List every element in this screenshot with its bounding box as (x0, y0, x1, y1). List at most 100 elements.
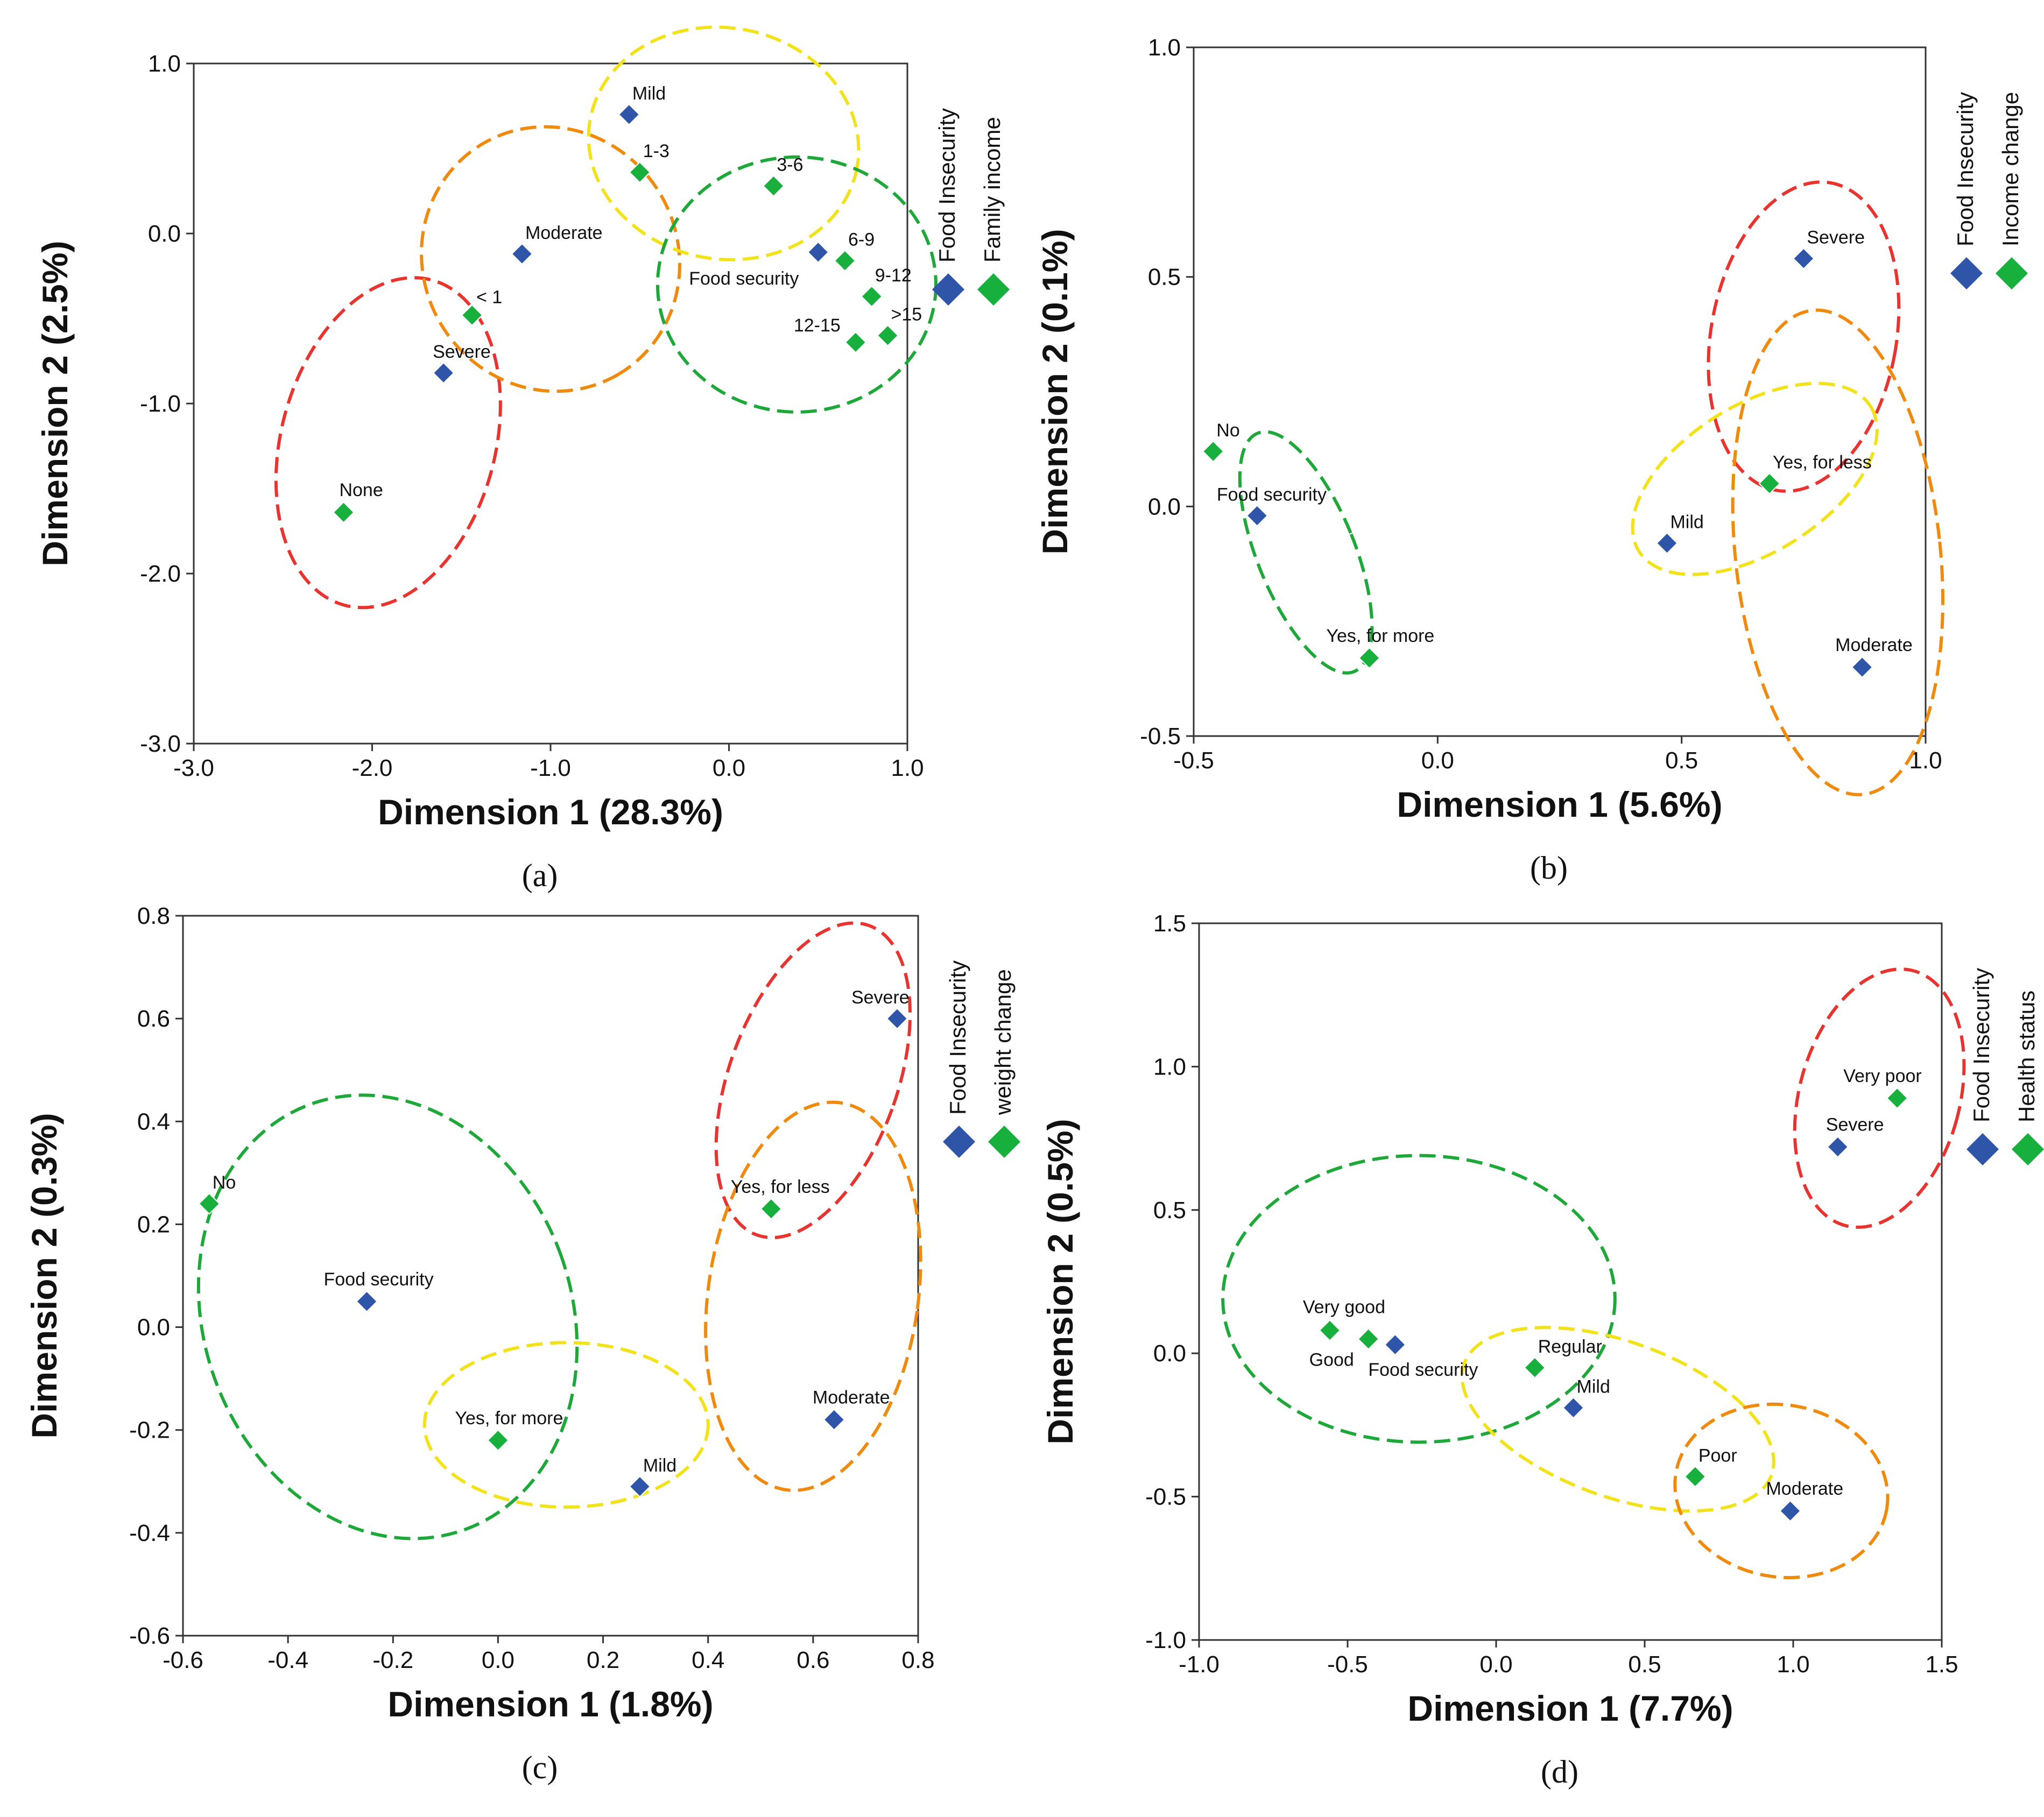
y-tick-label: 0.8 (137, 903, 170, 929)
x-tick-label: -0.6 (163, 1647, 203, 1673)
x-tick-label: -1.0 (1179, 1651, 1220, 1678)
chart-panel-0: -3.0 -2.0 -1.0 0.0 1.0 -3.0 -2.0 -1.0 0.0 1.0 Dime… (35, 25, 1010, 893)
x-tick-label: 1.0 (891, 755, 924, 781)
point-label: Good (1309, 1350, 1354, 1370)
y-axis-title: Dimension 2 (2.5%) (35, 241, 75, 566)
point-other_variable (877, 324, 899, 347)
point-label: Severe (1826, 1115, 1884, 1135)
point-label: Mild (643, 1455, 676, 1476)
y-tick-label: -0.2 (129, 1417, 170, 1444)
y-tick-label: -1.0 (140, 391, 181, 417)
x-tick-label: 0.4 (692, 1647, 724, 1673)
cluster-ellipse-orange (420, 125, 681, 393)
y-tick-label: 0.5 (1148, 264, 1181, 291)
point-food_insecurity (618, 103, 640, 126)
x-axis-title: Dimension 1 (1.8%) (387, 1684, 713, 1724)
y-tick-label: -2.0 (140, 561, 181, 587)
cluster-ellipse-orange (704, 1100, 922, 1492)
x-tick-label: 0.5 (1628, 1651, 1661, 1678)
x-tick-label: -0.5 (1327, 1651, 1368, 1678)
x-tick-label: 0.5 (1665, 747, 1698, 774)
point-label: Moderate (525, 223, 603, 243)
cluster-ellipse-green (656, 155, 938, 414)
point-food_insecurity (807, 241, 829, 264)
y-tick-label: 0.0 (1148, 493, 1181, 520)
point-label: Food security (689, 268, 799, 289)
cluster-ellipse-yellow (422, 1341, 710, 1509)
point-other_variable (1684, 1465, 1707, 1488)
point-other_variable (834, 250, 856, 272)
point-food_insecurity (1656, 532, 1678, 555)
legend-label: Food Insecurity (934, 108, 960, 263)
x-tick-label: 1.0 (1777, 1651, 1809, 1678)
point-label: Regular (1538, 1337, 1602, 1357)
y-tick-label: 0.6 (137, 1006, 170, 1032)
y-tick-label: 1.0 (1148, 34, 1181, 61)
x-axis-title: Dimension 1 (28.3%) (378, 792, 723, 832)
x-tick-label: 0.2 (587, 1647, 619, 1673)
point-label: Mild (1577, 1376, 1610, 1397)
legend-label: Income change (1998, 92, 2023, 246)
point-food_insecurity (1851, 656, 1873, 678)
panel-caption: (a) (522, 858, 558, 893)
x-tick-label: 0.6 (797, 1647, 829, 1673)
point-label: Moderate (1835, 635, 1913, 655)
point-food_insecurity (1384, 1333, 1406, 1356)
y-tick-label: 1.0 (1153, 1054, 1186, 1080)
legend-marker-variable (988, 1126, 1020, 1158)
legend-marker-food-insecurity (1950, 257, 1983, 289)
x-tick-label: -0.5 (1173, 747, 1214, 774)
legend-label: weight change (990, 969, 1016, 1115)
cluster-ellipse-orange (1673, 1402, 1890, 1580)
y-axis-title: Dimension 2 (0.5%) (1040, 1119, 1080, 1444)
point-label: Severe (433, 342, 491, 362)
point-food_insecurity (356, 1290, 378, 1313)
legend-label: Food Insecurity (1953, 92, 1978, 246)
point-label: Moderate (813, 1388, 890, 1408)
point-label: Yes, for more (455, 1408, 563, 1429)
x-tick-label: 0.0 (713, 755, 745, 781)
point-label: < 1 (476, 287, 502, 308)
x-tick-label: -1.0 (530, 755, 571, 781)
point-other_variable (760, 1198, 783, 1220)
y-tick-label: 0.0 (137, 1314, 170, 1341)
y-tick-label: -0.5 (1145, 1484, 1186, 1510)
cluster-ellipse-red (714, 921, 912, 1240)
x-tick-label: 0.0 (1421, 747, 1454, 774)
cluster-ellipse-yellow (587, 25, 861, 261)
legend-label: Family income (979, 117, 1005, 263)
y-tick-label: -3.0 (140, 731, 181, 757)
point-other_variable (1358, 647, 1380, 669)
point-label: Moderate (1766, 1479, 1843, 1499)
panel-caption: (c) (522, 1750, 558, 1785)
point-label: 12-15 (794, 315, 841, 336)
chart-panel-3: -1.0 -0.5 0.0 0.5 1.0 1.5 -1.0 -0.5 0.0 0.5 1.0 1.5… (1040, 910, 2044, 1790)
point-label: Severe (1807, 228, 1865, 248)
point-label: Very poor (1843, 1066, 1922, 1086)
point-food_insecurity (1246, 504, 1268, 527)
point-other_variable (487, 1429, 509, 1452)
point-food_insecurity (1792, 248, 1815, 270)
x-tick-label: -0.4 (267, 1647, 308, 1673)
legend-marker-variable (2012, 1133, 2044, 1165)
y-tick-label: 1.5 (1153, 910, 1186, 937)
point-food_insecurity (1827, 1136, 1849, 1158)
cluster-ellipse-green (1221, 1154, 1617, 1444)
x-tick-label: 0.0 (1479, 1651, 1512, 1678)
cluster-ellipse-orange (1731, 308, 1944, 796)
point-label: None (339, 480, 383, 500)
point-label: Food security (324, 1269, 434, 1290)
plot-frame (1193, 46, 1927, 737)
point-label: Food security (1217, 484, 1327, 505)
x-tick-label: 0.0 (482, 1647, 514, 1673)
x-axis-title: Dimension 1 (7.7%) (1407, 1688, 1733, 1728)
y-axis-title: Dimension 2 (0.3%) (24, 1113, 64, 1438)
legend-label: Food Insecurity (945, 960, 970, 1115)
y-tick-label: 0.5 (1153, 1197, 1186, 1224)
cluster-ellipse-green (196, 1093, 579, 1540)
plot-frame (1198, 922, 1943, 1641)
x-tick-label: -0.2 (372, 1647, 413, 1673)
cluster-ellipse-red (274, 276, 502, 610)
chart-panel-2: -0.6 -0.4 -0.2 0.0 0.2 0.4 0.6 0.8 -0.6 -0.4 -0.2 0… (24, 903, 1020, 1785)
y-tick-label: 0.4 (137, 1108, 170, 1135)
